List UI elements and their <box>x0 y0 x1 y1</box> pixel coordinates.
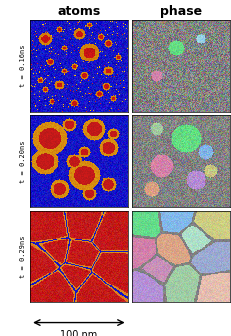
Text: t = 0.29ns: t = 0.29ns <box>19 235 25 278</box>
Text: t = 0.16ns: t = 0.16ns <box>19 45 25 87</box>
Text: 100 nm: 100 nm <box>60 330 97 336</box>
Text: t = 0.20ns: t = 0.20ns <box>19 140 25 182</box>
Text: phase: phase <box>159 5 201 18</box>
Text: atoms: atoms <box>57 5 100 18</box>
